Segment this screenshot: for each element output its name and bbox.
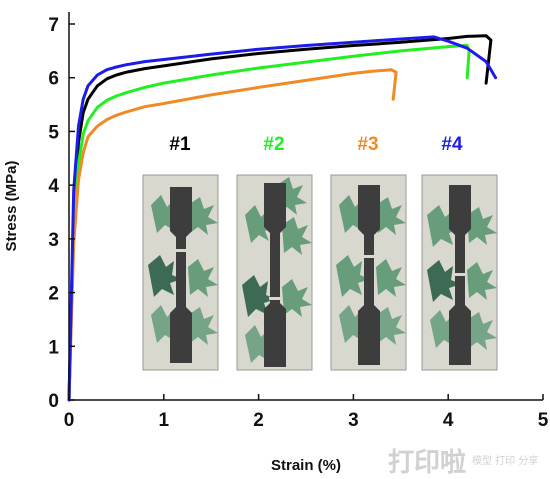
sample-label-2: #2 — [263, 134, 284, 155]
axes — [68, 12, 543, 401]
specimen-photo-3 — [330, 174, 407, 371]
x-tick-label: 2 — [253, 410, 264, 431]
y-tick-label: 6 — [48, 69, 59, 90]
specimen-photos — [142, 174, 498, 371]
y-tick-label: 7 — [48, 15, 59, 36]
sample-label-4: #4 — [441, 134, 463, 155]
x-tick-label: 0 — [64, 410, 75, 431]
y-axis-title: Stress (MPa) — [3, 161, 20, 252]
y-tick-label: 2 — [48, 284, 59, 305]
series-line-1 — [67, 34, 493, 402]
series-layer — [67, 34, 498, 402]
y-tick-label: 4 — [48, 176, 59, 197]
tick-layer: 0 1 2 3 4 5 0 1 2 3 4 5 6 7 — [48, 15, 548, 431]
sample-label-1: #1 — [169, 134, 191, 155]
series-line-3 — [67, 68, 398, 402]
x-tick-label: 1 — [159, 410, 170, 431]
series-line-2 — [67, 44, 471, 402]
x-tick-label: 4 — [443, 410, 454, 431]
watermark-sub-text: 模型 打印 分享 — [472, 454, 538, 467]
watermark: 打印啦 模型 打印 分享 — [388, 447, 538, 478]
x-axis-title: Strain (%) — [271, 457, 341, 474]
series-line-4 — [67, 35, 498, 402]
x-tick-label: 3 — [348, 410, 359, 431]
sample-label-3: #3 — [357, 134, 378, 155]
specimen-photo-2 — [236, 174, 313, 371]
y-tick-label: 5 — [48, 122, 59, 143]
specimen-photo-4 — [421, 174, 498, 371]
specimen-photo-1 — [142, 174, 219, 371]
x-tick-label: 5 — [538, 410, 549, 431]
y-tick-label: 1 — [48, 337, 59, 358]
y-tick-label: 3 — [48, 230, 59, 251]
y-tick-label: 0 — [48, 391, 59, 412]
watermark-logo-text: 打印啦 — [388, 447, 466, 478]
